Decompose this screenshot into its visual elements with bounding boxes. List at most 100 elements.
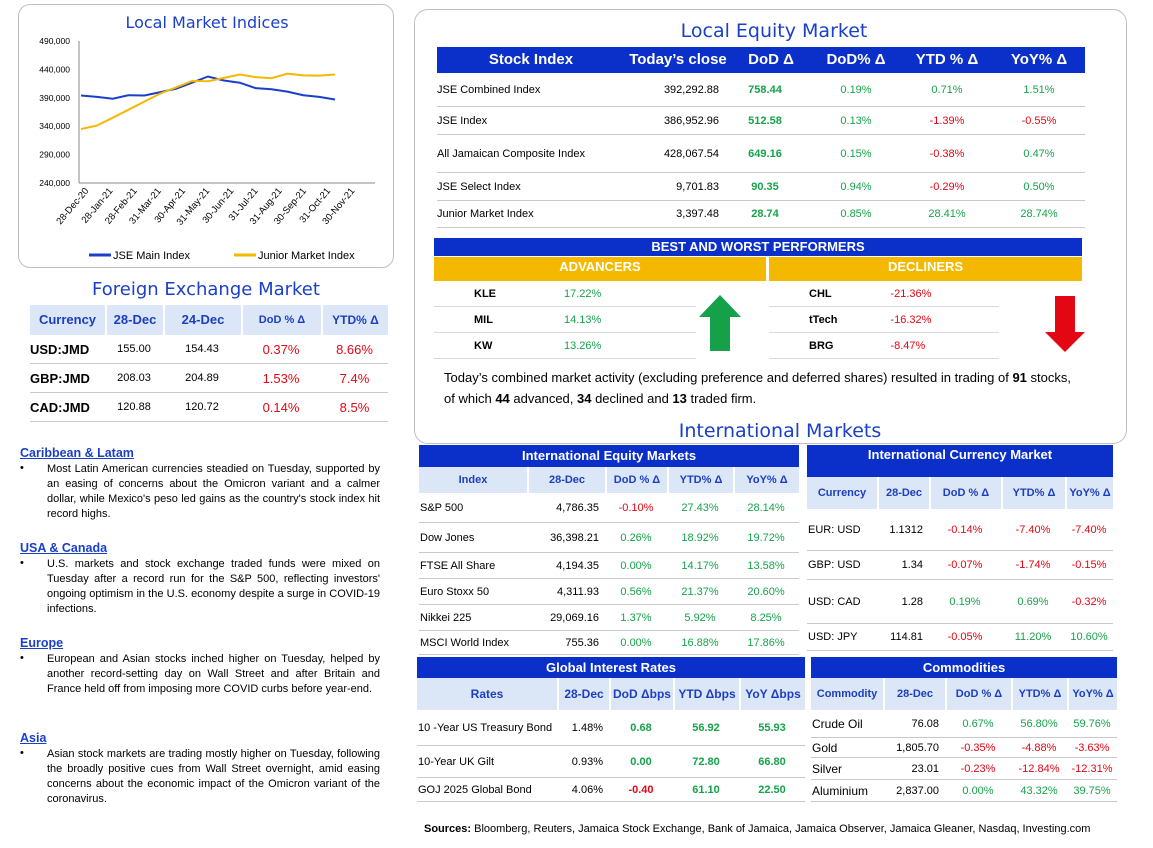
icur-cell-v: 1.1312: [889, 523, 923, 536]
comm-header-cell: YoY% Δ: [1067, 678, 1117, 710]
ieq-header-cell: DoD % Δ: [605, 467, 667, 493]
news-item: USA & Canada • U.S. markets and stock exch…: [20, 541, 380, 617]
equity-cell-yy: 0.47%: [1023, 147, 1055, 160]
comm-row: Gold 1,805.70 -0.35% -4.88% -3.63%: [811, 738, 1117, 758]
equity-cell-d: 758.44: [748, 83, 782, 96]
eq-h-dod: DoD Δ: [748, 51, 794, 68]
equity-row: JSE Select Index 9,701.83 90.35 0.94% -0.29%…: [437, 173, 1085, 201]
ieq-cell-yy: 20.60%: [747, 585, 785, 598]
icur-cell-v: 1.28: [901, 595, 923, 608]
eq-h-close: Today’s close: [629, 51, 727, 68]
chart-title: Local Market Indices: [125, 13, 289, 32]
y-tick-label: 290,000: [39, 150, 70, 160]
comm-header-cell: Commodity: [811, 678, 883, 710]
rate-row: 10-Year UK Gilt 0.93% 0.00 72.80 66.80: [417, 746, 805, 778]
up-arrow-icon: [699, 295, 741, 351]
fx-cell-b: 204.89: [185, 372, 219, 384]
adv-value: 13.26%: [564, 339, 602, 352]
bullet-icon: •: [20, 747, 24, 759]
dec-row: tTech -16.32%: [769, 307, 999, 333]
equity-cell-n: Junior Market Index: [437, 208, 534, 220]
comm-cell-d: -0.23%: [960, 762, 996, 775]
ieq-row: Euro Stoxx 50 4,311.93 0.56% 21.37% 20.60%: [419, 579, 799, 605]
fx-cell-cur: GBP:JMD: [30, 370, 90, 386]
eq-h-index: Stock Index: [488, 51, 574, 68]
fx-cell-cur: USD:JMD: [30, 341, 90, 357]
comm-cell-y: -12.84%: [1018, 762, 1060, 775]
sources: Sources: Bloomberg, Reuters, Jamaica Sto…: [424, 823, 1144, 835]
ieq-cell-yy: 8.25%: [750, 611, 782, 624]
ieq-cell-n: FTSE All Share: [420, 559, 496, 572]
ieq-cell-v: 29,069.16: [550, 611, 599, 624]
rate-cell-yy: 55.93: [758, 721, 786, 734]
ieq-cell-y: 27.43%: [681, 501, 719, 514]
commodities-table: Commodities Commodity 28-Dec DoD % Δ YTD% Δ…: [811, 657, 1117, 802]
equity-cell-yy: -0.55%: [1021, 114, 1057, 127]
comm-cell-y: 56.80%: [1020, 717, 1058, 730]
icur-cell-n: USD: CAD: [808, 595, 861, 608]
ieq-row: FTSE All Share 4,194.35 0.00% 14.17% 13.58%: [419, 553, 799, 579]
comm-cell-yy: 39.75%: [1073, 784, 1111, 797]
icur-cell-yy: -0.15%: [1071, 559, 1107, 571]
ieq-cell-n: MSCI World Index: [420, 636, 510, 649]
bullet-icon: •: [20, 652, 24, 664]
icur-cell-yy: -7.40%: [1071, 523, 1107, 536]
comm-cell-yy: -12.31%: [1071, 762, 1113, 775]
activity-p1: Today’s combined market activity (exclud…: [444, 370, 1013, 385]
fx-cell-cur: CAD:JMD: [30, 399, 90, 415]
intl-cur-title: International Currency Market: [807, 445, 1113, 477]
ieq-cell-d: 1.37%: [620, 611, 652, 624]
fx-cell-dod: 1.53%: [262, 370, 300, 386]
icur-cell-d: -0.14%: [947, 523, 983, 536]
activity-total: 91: [1012, 370, 1027, 385]
fx-cell-b: 154.43: [185, 343, 219, 355]
news-text: European and Asian stocks inched higher …: [47, 653, 380, 695]
down-arrow-icon: [1045, 296, 1085, 352]
news-bullet: • U.S. markets and stock exchange traded …: [20, 557, 380, 617]
news-heading: USA & Canada: [20, 541, 108, 555]
rate-header-cell: YTD Δbps: [673, 678, 739, 710]
activity-declined: 34: [577, 391, 592, 406]
rate-header-cell: Rates: [417, 678, 557, 710]
adv-symbol: KW: [474, 339, 493, 352]
rate-cell-n: GOJ 2025 Global Bond: [418, 783, 532, 796]
adv-row: MIL 14.13%: [434, 307, 696, 333]
dec-value: -16.32%: [890, 313, 932, 326]
dec-symbol: CHL: [809, 287, 832, 300]
icur-header-cell: DoD % Δ: [929, 477, 1001, 509]
equity-cell-c: 392,292.88: [663, 83, 719, 96]
icur-cell-y: -7.40%: [1015, 523, 1051, 536]
legend-label: JSE Main Index: [113, 250, 191, 262]
equity-cell-dp: 0.85%: [840, 208, 872, 220]
news-item: Europe • European and Asian stocks inched …: [20, 636, 380, 697]
equity-cell-n: All Jamaican Composite Index: [437, 147, 585, 160]
equity-cell-dp: 0.15%: [840, 147, 872, 160]
comm-cell-y: 43.32%: [1020, 784, 1058, 797]
dec-row: CHL -21.36%: [769, 281, 999, 307]
icur-cell-n: USD: JPY: [808, 631, 858, 643]
comm-cell-y: -4.88%: [1021, 741, 1057, 754]
rate-cell-y: 56.92: [692, 721, 720, 734]
ieq-cell-yy: 19.72%: [747, 531, 785, 544]
news-heading: Asia: [20, 731, 47, 745]
icur-row: EUR: USD 1.1312 -0.14% -7.40% -7.40%: [807, 509, 1113, 551]
activity-p5: traded firm.: [686, 391, 757, 406]
rate-cell-y: 72.80: [692, 755, 720, 768]
news-item: Caribbean & Latam • Most Latin American cu…: [20, 446, 380, 522]
equity-cell-dp: 0.19%: [840, 83, 872, 96]
adv-symbol: KLE: [474, 287, 496, 300]
ieq-cell-v: 36,398.21: [550, 531, 599, 544]
intl-title: International Markets: [678, 420, 882, 442]
activity-p3: advanced,: [509, 391, 577, 406]
equity-cell-d: 649.16: [748, 147, 782, 160]
y-tick-label: 240,000: [39, 178, 70, 188]
icur-row: USD: JPY 114.81 -0.05% 11.20% 10.60%: [807, 624, 1113, 651]
comm-cell-n: Silver: [812, 761, 843, 776]
rate-cell-v: 0.93%: [571, 755, 603, 768]
y-tick-label: 440,000: [39, 64, 70, 74]
news-bullet: • European and Asian stocks inched higher…: [20, 652, 380, 697]
comm-cell-d: 0.67%: [962, 717, 994, 730]
rate-cell-n: 10 -Year US Treasury Bond: [418, 721, 553, 734]
fx-h-ytd: YTD% Δ: [321, 305, 388, 335]
rate-header-cell: DoD Δbps: [609, 678, 673, 710]
